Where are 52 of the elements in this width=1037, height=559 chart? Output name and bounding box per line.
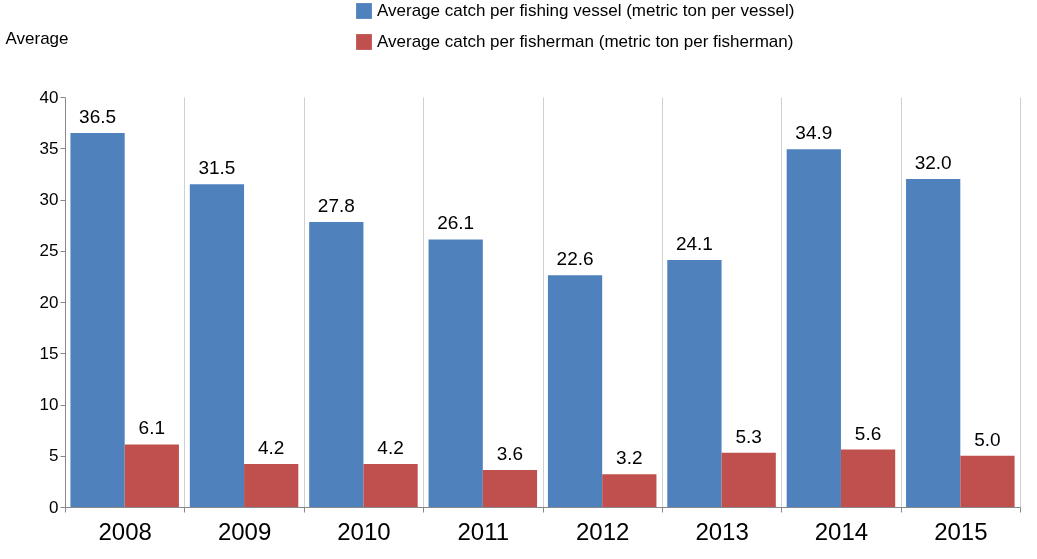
bar (70, 132, 125, 507)
data-label: 5.3 (735, 425, 762, 447)
bar (363, 463, 418, 507)
data-label: 24.1 (675, 232, 713, 254)
x-tick-label: 2012 (575, 517, 630, 545)
legend-label: Average catch per fishing vessel (metric ton per vessel) (377, 1, 795, 20)
data-label: 3.2 (616, 447, 643, 469)
data-label: 4.2 (377, 436, 404, 458)
y-tick-label: 30 (39, 190, 59, 209)
bar (482, 470, 538, 507)
data-label: 5.6 (854, 422, 882, 444)
data-label: 5.0 (974, 428, 1001, 450)
data-label: 26.1 (437, 212, 475, 234)
y-tick-label: 0 (49, 497, 59, 517)
bar (547, 275, 603, 507)
data-label: 4.2 (257, 436, 285, 458)
data-label: 3.6 (496, 443, 524, 465)
x-tick-label: 2015 (934, 517, 988, 545)
bar (721, 452, 776, 507)
data-label: 34.9 (795, 122, 833, 144)
y-tick-label: 40 (39, 87, 59, 107)
bar (960, 455, 1015, 507)
x-tick-label: 2013 (695, 517, 749, 545)
x-tick-label: 2014 (814, 517, 869, 545)
bar (602, 474, 657, 507)
y-tick-label: 35 (39, 138, 59, 158)
x-tick-label: 2010 (337, 517, 391, 545)
y-tick-label: 5 (49, 446, 59, 466)
x-tick-label: 2011 (457, 517, 510, 545)
data-label: 22.6 (556, 248, 594, 270)
y-axis-title: Average (5, 28, 69, 48)
bar (428, 239, 483, 507)
bar (906, 179, 961, 507)
data-label: 32.0 (914, 152, 952, 173)
bar (840, 449, 896, 507)
bar (124, 444, 179, 507)
bar (309, 222, 364, 507)
data-label: 27.8 (317, 195, 355, 217)
x-tick-label: 2008 (98, 517, 152, 545)
x-tick-label: 2009 (217, 517, 272, 545)
y-tick-label: 20 (39, 292, 59, 312)
data-label: 31.5 (198, 157, 236, 179)
bar (244, 463, 299, 507)
bar (189, 184, 245, 507)
data-label: 36.5 (79, 105, 117, 127)
bar (667, 259, 722, 507)
legend-label: Average catch per fisherman (metric ton per fisherman) (377, 32, 794, 51)
bar (786, 149, 841, 507)
y-tick-label: 15 (39, 343, 59, 363)
y-tick-label: 10 (39, 395, 59, 414)
data-label: 6.1 (138, 417, 166, 439)
y-tick-label: 25 (39, 241, 59, 261)
